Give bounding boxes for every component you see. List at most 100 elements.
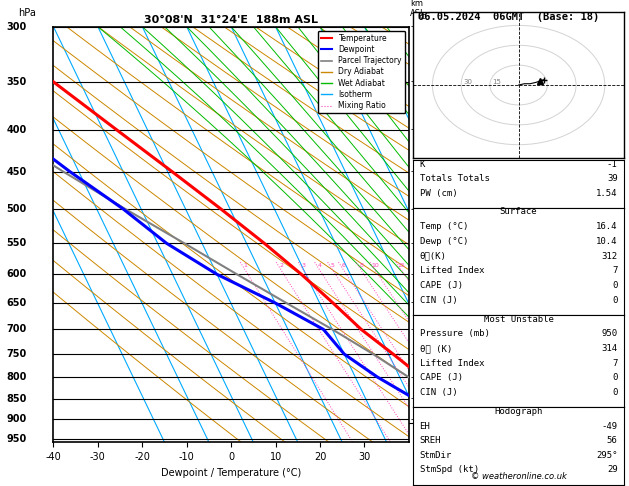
Text: Lifted Index: Lifted Index <box>420 266 484 275</box>
Text: -7: -7 <box>410 125 419 134</box>
Text: kt: kt <box>417 12 425 21</box>
Text: -2: -2 <box>410 394 419 403</box>
Text: Dewp (°C): Dewp (°C) <box>420 237 468 246</box>
Text: 0: 0 <box>612 388 618 397</box>
Text: -3: -3 <box>410 325 419 334</box>
Text: lll: lll <box>440 205 447 214</box>
Text: km
ASL: km ASL <box>410 0 426 18</box>
Text: 500: 500 <box>6 204 27 214</box>
Text: 300: 300 <box>6 22 27 32</box>
Text: Totals Totals: Totals Totals <box>420 174 489 183</box>
Text: CIN (J): CIN (J) <box>420 388 457 397</box>
Text: 4: 4 <box>318 263 322 268</box>
Text: 8: 8 <box>359 263 363 268</box>
Text: -1: -1 <box>410 415 419 424</box>
Text: 750: 750 <box>6 349 27 359</box>
Text: LCL: LCL <box>418 418 433 428</box>
Text: 06.05.2024  06GMT  (Base: 18): 06.05.2024 06GMT (Base: 18) <box>418 12 599 22</box>
Text: ◄◄: ◄◄ <box>440 394 453 403</box>
Text: 10: 10 <box>371 263 379 268</box>
Text: 0: 0 <box>612 373 618 382</box>
Text: 950: 950 <box>6 434 27 444</box>
Text: EH: EH <box>420 422 430 431</box>
Text: 550: 550 <box>6 238 27 248</box>
Text: SREH: SREH <box>420 436 441 445</box>
Text: 314: 314 <box>601 344 618 353</box>
Text: 7: 7 <box>612 266 618 275</box>
Title: 30°08'N  31°24'E  188m ASL: 30°08'N 31°24'E 188m ASL <box>144 15 318 25</box>
Text: 0: 0 <box>612 295 618 305</box>
Text: ◄◄: ◄◄ <box>440 125 453 134</box>
Text: Surface: Surface <box>500 208 537 216</box>
Text: 39: 39 <box>607 174 618 183</box>
Text: 29: 29 <box>607 466 618 474</box>
Text: 1: 1 <box>243 263 247 268</box>
Text: 16.4: 16.4 <box>596 222 618 231</box>
Text: -3: -3 <box>410 349 419 359</box>
Text: -5: -5 <box>410 239 419 248</box>
Text: -9: -9 <box>410 22 419 31</box>
Text: CAPE (J): CAPE (J) <box>420 281 462 290</box>
Text: 2: 2 <box>279 263 283 268</box>
Text: Most Unstable: Most Unstable <box>484 315 554 324</box>
Text: 900: 900 <box>6 414 27 424</box>
Text: © weatheronline.co.uk: © weatheronline.co.uk <box>470 472 567 481</box>
Text: -1: -1 <box>607 160 618 169</box>
Text: hPa: hPa <box>18 8 36 18</box>
Text: 0: 0 <box>612 281 618 290</box>
Text: PW (cm): PW (cm) <box>420 189 457 198</box>
Text: 650: 650 <box>6 298 27 308</box>
Text: StmDir: StmDir <box>420 451 452 460</box>
Text: -49: -49 <box>601 422 618 431</box>
Text: -6: -6 <box>410 205 419 214</box>
Text: -5: -5 <box>413 239 421 248</box>
Text: ◄◄: ◄◄ <box>440 22 453 31</box>
Text: 400: 400 <box>6 124 27 135</box>
Text: lll: lll <box>440 325 447 334</box>
X-axis label: Dewpoint / Temperature (°C): Dewpoint / Temperature (°C) <box>161 468 301 478</box>
Text: lll: lll <box>440 270 447 279</box>
Text: 1.54: 1.54 <box>596 189 618 198</box>
Text: 15: 15 <box>398 263 405 268</box>
Text: 295°: 295° <box>596 451 618 460</box>
Text: 700: 700 <box>6 325 27 334</box>
Text: Lifted Index: Lifted Index <box>420 359 484 368</box>
Text: -5: -5 <box>410 270 419 279</box>
Text: -8: -8 <box>410 77 419 87</box>
Text: -6: -6 <box>413 167 421 176</box>
Text: 30: 30 <box>463 79 472 85</box>
Text: 800: 800 <box>6 372 27 382</box>
Text: -4: -4 <box>413 298 421 308</box>
Text: StmSpd (kt): StmSpd (kt) <box>420 466 479 474</box>
Text: -1: -1 <box>413 415 421 424</box>
Text: 10.4: 10.4 <box>596 237 618 246</box>
Legend: Temperature, Dewpoint, Parcel Trajectory, Dry Adiabat, Wet Adiabat, Isotherm, Mi: Temperature, Dewpoint, Parcel Trajectory… <box>318 31 405 113</box>
Text: 350: 350 <box>6 77 27 87</box>
Text: -4: -4 <box>410 298 419 308</box>
Text: CIN (J): CIN (J) <box>420 295 457 305</box>
Text: 6: 6 <box>342 263 345 268</box>
Text: 5: 5 <box>331 263 335 268</box>
Text: 312: 312 <box>601 252 618 260</box>
Text: 56: 56 <box>607 436 618 445</box>
Text: 3: 3 <box>301 263 306 268</box>
Text: Pressure (mb): Pressure (mb) <box>420 330 489 338</box>
Text: 7: 7 <box>612 359 618 368</box>
Text: 600: 600 <box>6 269 27 279</box>
Text: θᴁ(K): θᴁ(K) <box>420 252 447 260</box>
Text: CAPE (J): CAPE (J) <box>420 373 462 382</box>
Text: -2: -2 <box>410 373 419 382</box>
Text: -7: -7 <box>413 125 421 134</box>
Text: 450: 450 <box>6 167 27 176</box>
Text: -9: -9 <box>413 22 421 31</box>
Text: -3: -3 <box>413 325 421 334</box>
Text: K: K <box>420 160 425 169</box>
Text: ◄◄: ◄◄ <box>440 434 453 443</box>
Text: 15: 15 <box>492 79 501 85</box>
Text: -6: -6 <box>410 167 419 176</box>
Text: Hodograph: Hodograph <box>494 407 543 416</box>
Text: -8: -8 <box>413 77 421 87</box>
Text: θᴁ (K): θᴁ (K) <box>420 344 452 353</box>
Text: 950: 950 <box>601 330 618 338</box>
Text: 850: 850 <box>6 394 27 404</box>
